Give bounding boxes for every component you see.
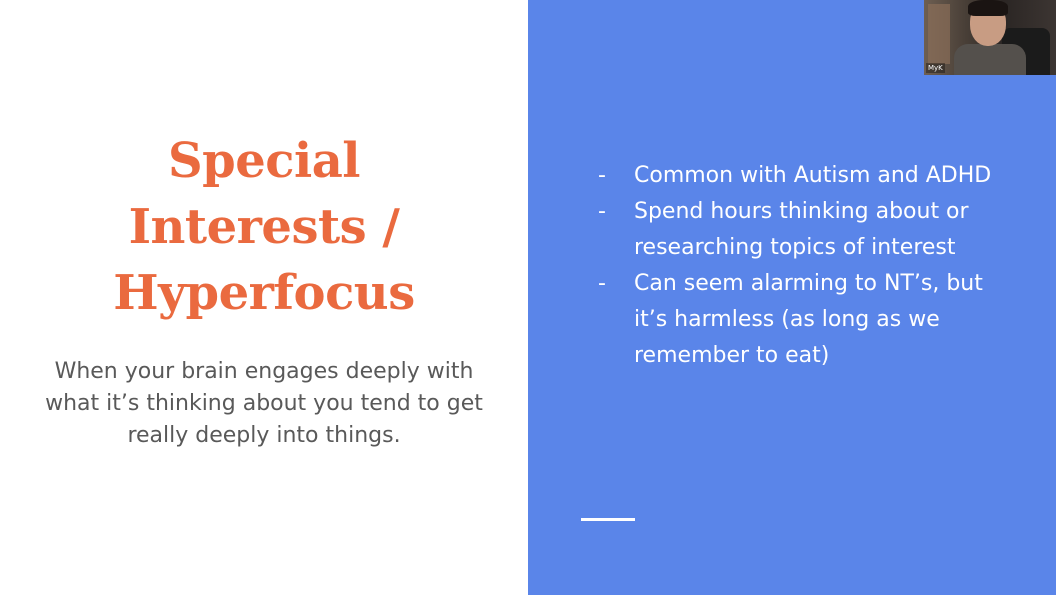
bullet-item: - Can seem alarming to NT’s, but it’s ha… [598,266,1018,374]
bullet-item: - Spend hours thinking about or research… [598,194,1018,266]
participant-name-label: MyK [926,63,945,73]
webcam-person-body [954,44,1026,75]
bullet-list: - Common with Autism and ADHD - Spend ho… [598,158,1018,374]
title-line: Special [167,133,361,189]
bullet-marker: - [598,271,606,296]
bullet-text: Spend hours thinking about or researchin… [634,199,969,260]
bullet-text: Common with Autism and ADHD [634,163,992,188]
bullet-marker: - [598,163,606,188]
bullet-text: Can seem alarming to NT’s, but it’s harm… [634,271,983,368]
bullet-item: - Common with Autism and ADHD [598,158,1018,194]
slide-title: Special Interests / Hyperfocus [0,128,528,326]
right-panel [528,0,1056,595]
webcam-thumbnail[interactable]: MyK [924,0,1056,75]
slide-subtitle: When your brain engages deeply with what… [45,359,483,448]
title-line: Hyperfocus [113,265,415,321]
webcam-person-hair [968,0,1008,16]
accent-divider [581,518,635,521]
title-line: Interests / [128,199,400,255]
left-panel: Special Interests / Hyperfocus When your… [0,128,528,448]
bullet-marker: - [598,199,606,224]
webcam-shelf [928,4,950,64]
